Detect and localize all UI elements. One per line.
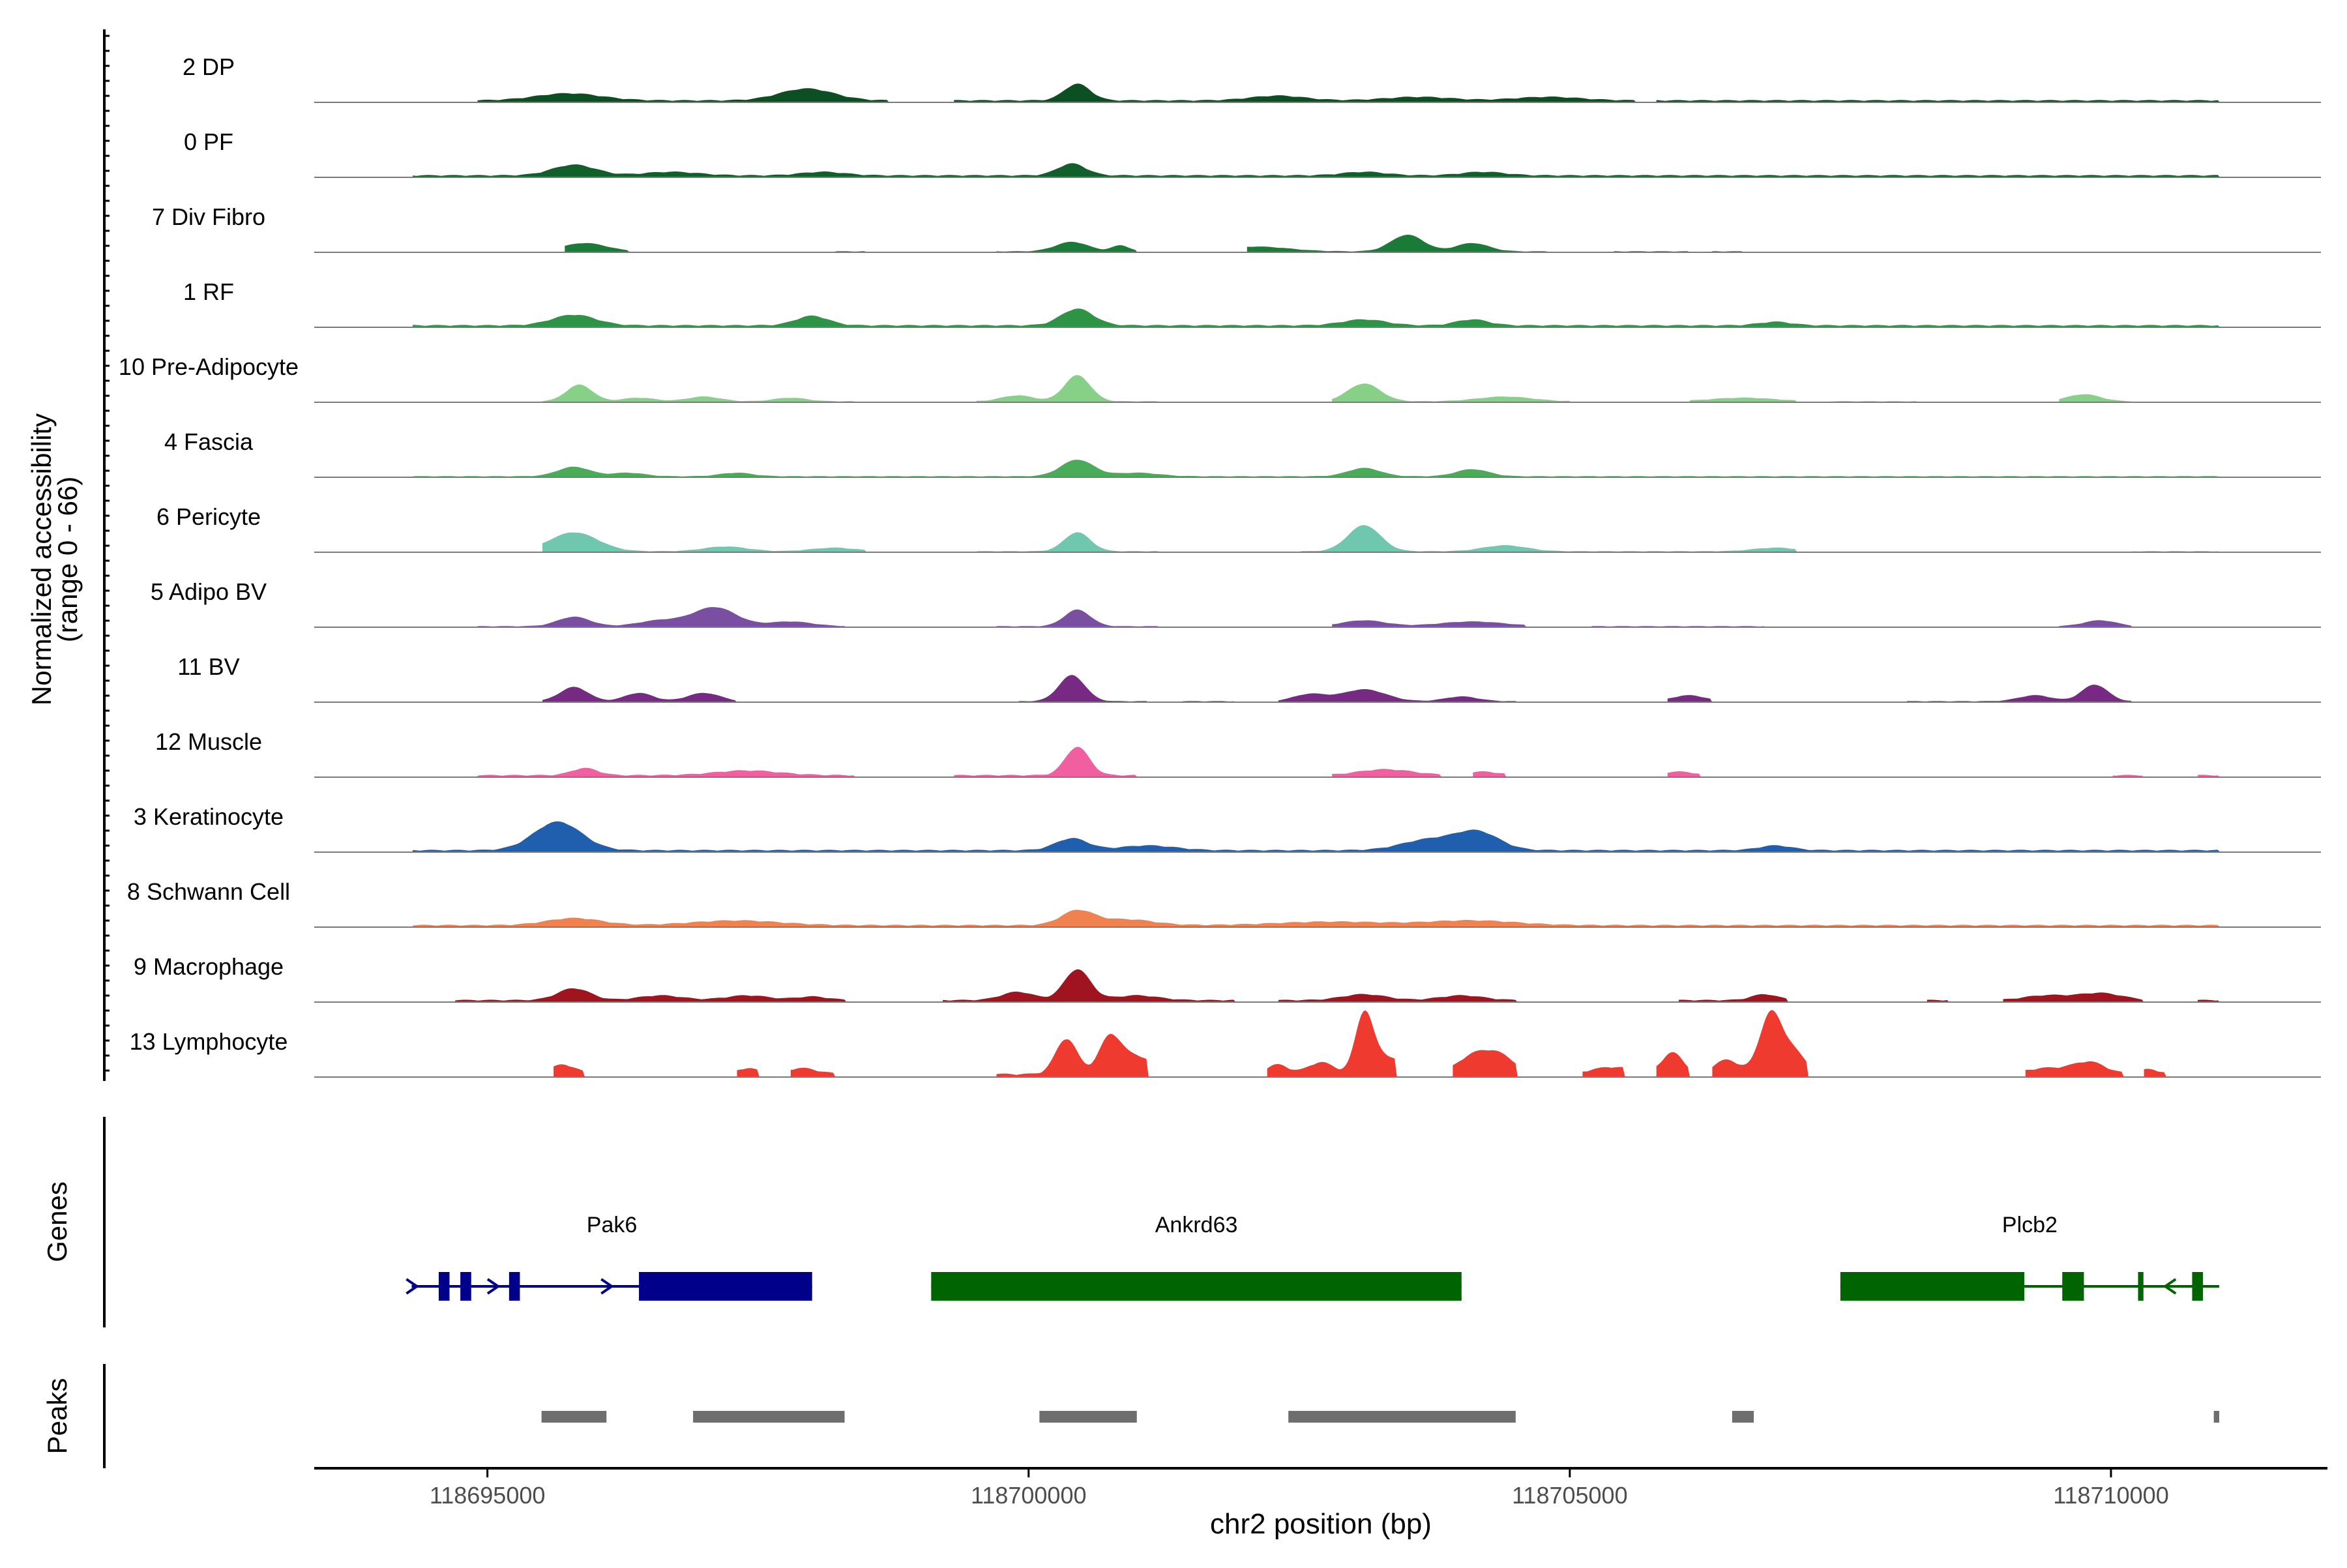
strand-arrow-icon bbox=[2162, 1278, 2177, 1295]
x-axis-tick-label: 118700000 bbox=[971, 1482, 1087, 1509]
track-0-pf: 0 PF bbox=[184, 128, 2321, 178]
track-6-pericyte: 6 Pericyte bbox=[156, 503, 2321, 553]
peak-regions-track bbox=[541, 1411, 2219, 1423]
coverage-area bbox=[413, 821, 2221, 852]
genes-axis-title: Genes bbox=[42, 1181, 72, 1262]
track-3-keratinocyte: 3 Keratinocyte bbox=[134, 803, 2321, 853]
x-axis-tick-label: 118705000 bbox=[1512, 1482, 1628, 1509]
coverage-area bbox=[413, 910, 2221, 927]
peak-region bbox=[1039, 1411, 1137, 1423]
gene-exon bbox=[438, 1272, 450, 1301]
gene-label: Pak6 bbox=[587, 1213, 638, 1237]
track-12-muscle: 12 Muscle bbox=[155, 728, 2321, 778]
track-label: 12 Muscle bbox=[155, 728, 262, 755]
track-4-fascia: 4 Fascia bbox=[164, 428, 2321, 478]
track-label: 2 DP bbox=[183, 53, 235, 80]
track-2-dp: 2 DP bbox=[183, 53, 2321, 103]
coverage-tracks: 2 DP 0 PF 7 Div Fibro 1 RF 10 Pre-Adipocyte 4… bbox=[119, 53, 2321, 1078]
track-7-div-fibro: 7 Div Fibro bbox=[152, 203, 2321, 253]
x-axis-tick-label: 118695000 bbox=[430, 1482, 546, 1509]
peak-region bbox=[693, 1411, 845, 1423]
track-label: 5 Adipo BV bbox=[151, 578, 267, 605]
coverage-area bbox=[542, 525, 2221, 552]
strand-arrow-icon bbox=[406, 1278, 419, 1295]
peak-region bbox=[1732, 1411, 1754, 1423]
track-9-macrophage: 9 Macrophage bbox=[134, 953, 2321, 1003]
peak-region bbox=[541, 1411, 607, 1423]
track-label: 13 Lymphocyte bbox=[130, 1028, 288, 1055]
coverage-area bbox=[542, 375, 2133, 402]
gene-label: Plcb2 bbox=[2002, 1213, 2058, 1237]
track-5-adipo-bv: 5 Adipo BV bbox=[151, 578, 2321, 628]
gene-exon bbox=[509, 1272, 520, 1301]
track-10-pre-adipocyte: 10 Pre-Adipocyte bbox=[119, 353, 2321, 403]
track-8-schwann-cell: 8 Schwann Cell bbox=[127, 878, 2321, 928]
track-label: 9 Macrophage bbox=[134, 953, 284, 980]
gene-exon bbox=[1840, 1272, 2025, 1301]
track-label: 0 PF bbox=[184, 128, 233, 155]
coverage-area bbox=[455, 969, 2221, 1002]
track-label: 4 Fascia bbox=[164, 428, 254, 455]
x-axis-tick-label: 118710000 bbox=[2053, 1482, 2169, 1509]
coverage-area bbox=[542, 675, 2133, 702]
coverage-area bbox=[477, 83, 2221, 102]
x-axis: 118695000 118700000 118705000 118710000 bbox=[430, 1468, 2169, 1509]
track-label: 6 Pericyte bbox=[156, 503, 261, 530]
coverage-area bbox=[477, 747, 2221, 777]
gene-label: Ankrd63 bbox=[1155, 1213, 1238, 1237]
track-label: 8 Schwann Cell bbox=[127, 878, 290, 905]
coverage-area bbox=[413, 308, 2221, 327]
gene-exon bbox=[2192, 1272, 2204, 1301]
x-axis-title: chr2 position (bp) bbox=[1210, 1508, 1432, 1540]
gene-exon bbox=[931, 1272, 1462, 1301]
coverage-area bbox=[477, 607, 2133, 627]
gene-exon bbox=[460, 1272, 471, 1301]
gene-pak6: Pak6 bbox=[406, 1213, 812, 1301]
gene-annotation-track: Pak6 Ankrd63 Plcb2 bbox=[406, 1213, 2219, 1301]
peak-region bbox=[1288, 1411, 1516, 1423]
track-13-lymphocyte: 13 Lymphocyte bbox=[130, 1010, 2321, 1078]
strand-arrow-icon bbox=[600, 1278, 614, 1295]
gene-exon bbox=[2138, 1272, 2144, 1301]
track-11-bv: 11 BV bbox=[177, 653, 2321, 703]
strand-arrow-icon bbox=[486, 1278, 501, 1295]
gene-ankrd63: Ankrd63 bbox=[931, 1213, 1462, 1301]
peaks-axis-title: Peaks bbox=[42, 1378, 72, 1455]
track-label: 1 RF bbox=[183, 278, 234, 305]
y-axis-title-line2: (range 0 - 66) bbox=[52, 477, 83, 642]
coverage-area bbox=[413, 163, 2221, 177]
track-label: 10 Pre-Adipocyte bbox=[119, 353, 299, 380]
peak-region bbox=[2213, 1411, 2219, 1423]
gene-exon bbox=[639, 1272, 812, 1301]
gene-exon bbox=[2062, 1272, 2084, 1301]
track-label: 11 BV bbox=[177, 653, 239, 680]
track-1-rf: 1 RF bbox=[183, 278, 2321, 328]
track-label: 3 Keratinocyte bbox=[134, 803, 284, 830]
y-axis-title-line1: Normalized accessibility bbox=[26, 413, 57, 705]
coverage-area bbox=[554, 1010, 2166, 1077]
gene-plcb2: Plcb2 bbox=[1840, 1213, 2219, 1301]
coverage-area bbox=[413, 460, 2221, 477]
coverage-area bbox=[565, 234, 1744, 252]
track-label: 7 Div Fibro bbox=[152, 203, 265, 230]
